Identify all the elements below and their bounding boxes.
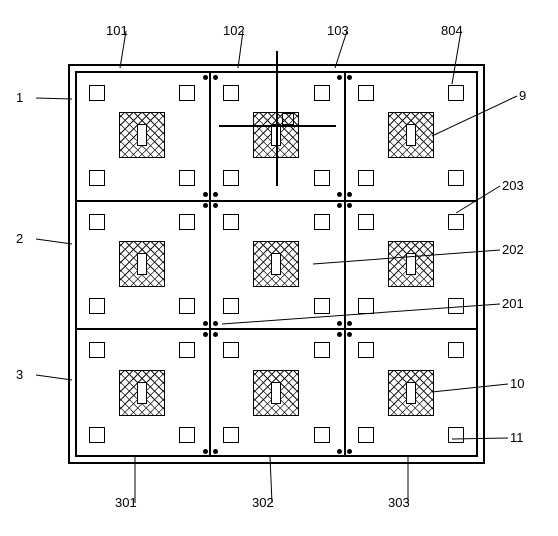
label-l202: 202 [502,242,524,257]
label-l11: 11 [510,430,524,445]
dot [203,449,208,454]
dot [337,449,342,454]
hatched-inner-r0-c0 [137,124,147,146]
crosshair-h [219,125,335,127]
dot [347,332,352,337]
hatched-inner-r1-c2 [406,253,416,275]
dot [203,192,208,197]
corner-sq-r1-c0-3 [179,298,195,314]
crosshair-marker [282,113,294,125]
leader-l2 [36,239,72,244]
corner-sq-r1-c1-2 [223,298,239,314]
corner-sq-r1-c1-0 [223,214,239,230]
dot [213,75,218,80]
label-l302: 302 [252,495,274,510]
corner-sq-r1-c1-3 [314,298,330,314]
label-l3: 3 [16,367,23,382]
dot [213,192,218,197]
dot [337,75,342,80]
corner-sq-r0-c1-3 [314,170,330,186]
label-l303: 303 [388,495,410,510]
label-l203: 203 [502,178,524,193]
corner-sq-r2-c2-1 [448,342,464,358]
corner-sq-r0-c2-2 [358,170,374,186]
grid-col-2 [344,71,346,457]
corner-sq-r2-c0-2 [89,427,105,443]
label-l1: 1 [16,90,23,105]
corner-sq-r1-c2-3 [448,298,464,314]
corner-sq-r0-c0-1 [179,85,195,101]
dot [203,332,208,337]
corner-sq-r0-c0-3 [179,170,195,186]
hatched-inner-r2-c0 [137,382,147,404]
hatched-inner-r0-c2 [406,124,416,146]
corner-sq-r0-c0-0 [89,85,105,101]
corner-sq-r2-c2-2 [358,427,374,443]
dot [203,203,208,208]
corner-sq-r0-c1-0 [223,85,239,101]
corner-sq-r1-c0-2 [89,298,105,314]
corner-sq-r2-c1-3 [314,427,330,443]
crosshair-v [276,51,278,186]
corner-sq-r1-c0-0 [89,214,105,230]
corner-sq-r1-c0-1 [179,214,195,230]
corner-sq-r0-c0-2 [89,170,105,186]
label-l103: 103 [327,23,349,38]
dot [337,321,342,326]
corner-sq-r0-c2-0 [358,85,374,101]
label-l101: 101 [106,23,128,38]
dot [213,321,218,326]
corner-sq-r0-c1-2 [223,170,239,186]
corner-sq-r0-c2-3 [448,170,464,186]
label-l102: 102 [223,23,245,38]
dot [347,449,352,454]
label-l2: 2 [16,231,23,246]
grid-row-1 [75,200,478,202]
corner-sq-r2-c2-0 [358,342,374,358]
dot [213,449,218,454]
corner-sq-r2-c0-0 [89,342,105,358]
label-l301: 301 [115,495,137,510]
corner-sq-r1-c2-0 [358,214,374,230]
corner-sq-r1-c2-1 [448,214,464,230]
corner-sq-r0-c1-1 [314,85,330,101]
label-l201: 201 [502,296,524,311]
grid-col-1 [209,71,211,457]
dot [203,321,208,326]
leader-l1 [36,98,72,99]
corner-sq-r1-c1-1 [314,214,330,230]
dot [347,75,352,80]
dot [337,332,342,337]
hatched-inner-r2-c2 [406,382,416,404]
corner-sq-r2-c1-0 [223,342,239,358]
hatched-inner-r2-c1 [271,382,281,404]
label-l804: 804 [441,23,463,38]
hatched-inner-r1-c1 [271,253,281,275]
hatched-inner-r1-c0 [137,253,147,275]
dot [213,332,218,337]
corner-sq-r2-c1-1 [314,342,330,358]
leader-l3 [36,375,72,380]
label-l9: 9 [519,88,526,103]
dot [347,321,352,326]
corner-sq-r2-c0-1 [179,342,195,358]
dot [213,203,218,208]
corner-sq-r1-c2-2 [358,298,374,314]
corner-sq-r0-c2-1 [448,85,464,101]
grid-row-2 [75,328,478,330]
corner-sq-r2-c2-3 [448,427,464,443]
corner-sq-r2-c1-2 [223,427,239,443]
label-l10: 10 [510,376,524,391]
corner-sq-r2-c0-3 [179,427,195,443]
dot [203,75,208,80]
